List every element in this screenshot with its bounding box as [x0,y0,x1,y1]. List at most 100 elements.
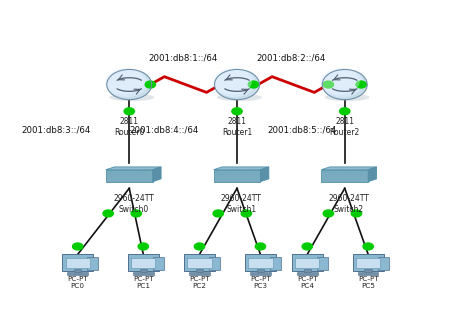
FancyBboxPatch shape [292,254,323,271]
FancyBboxPatch shape [317,257,328,270]
FancyBboxPatch shape [365,269,372,272]
FancyBboxPatch shape [358,272,378,275]
Text: 2001:db8:4::/64: 2001:db8:4::/64 [129,126,199,135]
FancyBboxPatch shape [321,170,368,182]
FancyBboxPatch shape [62,254,93,271]
FancyBboxPatch shape [217,172,221,174]
FancyBboxPatch shape [131,258,155,268]
Text: PC-PT
PC1: PC-PT PC1 [133,276,154,289]
Circle shape [232,108,242,115]
Text: 2811
Router0: 2811 Router0 [114,117,145,137]
Circle shape [214,69,256,97]
FancyBboxPatch shape [332,172,336,174]
FancyBboxPatch shape [358,172,362,174]
FancyBboxPatch shape [196,269,203,272]
Text: 2001:db8:5::/64: 2001:db8:5::/64 [267,126,337,135]
Text: 2001:db8:1::/64: 2001:db8:1::/64 [148,53,218,62]
FancyBboxPatch shape [338,172,342,174]
Circle shape [323,81,334,88]
FancyBboxPatch shape [187,258,212,268]
Circle shape [107,69,152,100]
FancyBboxPatch shape [109,172,113,174]
Polygon shape [153,167,161,182]
Circle shape [106,69,148,97]
FancyBboxPatch shape [297,272,318,275]
Polygon shape [321,167,377,170]
FancyBboxPatch shape [244,172,247,174]
FancyBboxPatch shape [250,272,271,275]
FancyBboxPatch shape [345,172,348,174]
Polygon shape [106,167,161,170]
Ellipse shape [109,93,154,101]
FancyBboxPatch shape [67,272,88,275]
Circle shape [241,210,252,217]
Circle shape [302,243,312,250]
Text: PC-PT
PC0: PC-PT PC0 [67,276,88,289]
Text: 2960-24TT
Switch0: 2960-24TT Switch0 [113,194,154,214]
FancyBboxPatch shape [65,258,90,268]
Ellipse shape [325,93,370,101]
Circle shape [138,243,148,250]
FancyBboxPatch shape [123,172,127,174]
FancyBboxPatch shape [303,269,311,272]
Circle shape [145,81,155,88]
FancyBboxPatch shape [295,258,319,268]
Text: 2001:db8:3::/64: 2001:db8:3::/64 [21,126,91,135]
Circle shape [321,69,364,97]
Circle shape [213,68,252,95]
Circle shape [105,68,144,95]
Text: PC-PT
PC5: PC-PT PC5 [358,276,379,289]
Polygon shape [260,167,269,182]
FancyBboxPatch shape [142,172,146,174]
FancyBboxPatch shape [214,170,260,182]
FancyBboxPatch shape [353,254,383,271]
FancyBboxPatch shape [184,254,215,271]
Circle shape [322,69,367,100]
Text: 2001:db8:2::/64: 2001:db8:2::/64 [256,53,326,62]
Circle shape [124,108,135,115]
Text: PC-PT
PC3: PC-PT PC3 [250,276,271,289]
FancyBboxPatch shape [237,172,241,174]
Circle shape [73,243,83,250]
FancyBboxPatch shape [139,269,147,272]
FancyBboxPatch shape [74,269,82,272]
Text: 2811
Router2: 2811 Router2 [329,117,360,137]
Circle shape [255,243,265,250]
Ellipse shape [217,93,262,101]
Circle shape [248,81,258,88]
Text: 2960-24TT
Switch2: 2960-24TT Switch2 [328,194,369,214]
FancyBboxPatch shape [133,272,154,275]
FancyBboxPatch shape [153,257,164,270]
FancyBboxPatch shape [129,172,133,174]
Text: 2811
Router1: 2811 Router1 [222,117,252,137]
FancyBboxPatch shape [325,172,329,174]
FancyBboxPatch shape [245,254,276,271]
Circle shape [363,243,374,250]
FancyBboxPatch shape [270,257,281,270]
Circle shape [131,210,141,217]
FancyBboxPatch shape [224,172,228,174]
FancyBboxPatch shape [250,172,254,174]
FancyBboxPatch shape [230,172,234,174]
Circle shape [323,210,334,217]
FancyBboxPatch shape [116,172,120,174]
Text: PC-PT
PC2: PC-PT PC2 [189,276,210,289]
Circle shape [320,68,360,95]
Circle shape [339,108,350,115]
Text: 2960-24TT
Switch1: 2960-24TT Switch1 [221,194,262,214]
FancyBboxPatch shape [189,272,210,275]
Polygon shape [214,167,269,170]
Circle shape [356,81,366,88]
Circle shape [103,210,113,217]
Circle shape [351,210,362,217]
Text: PC-PT
PC4: PC-PT PC4 [297,276,318,289]
Circle shape [194,243,205,250]
FancyBboxPatch shape [248,258,273,268]
FancyBboxPatch shape [351,172,355,174]
FancyBboxPatch shape [257,269,264,272]
FancyBboxPatch shape [209,257,220,270]
Circle shape [215,69,259,100]
FancyBboxPatch shape [106,170,153,182]
Polygon shape [368,167,377,182]
FancyBboxPatch shape [87,257,98,270]
